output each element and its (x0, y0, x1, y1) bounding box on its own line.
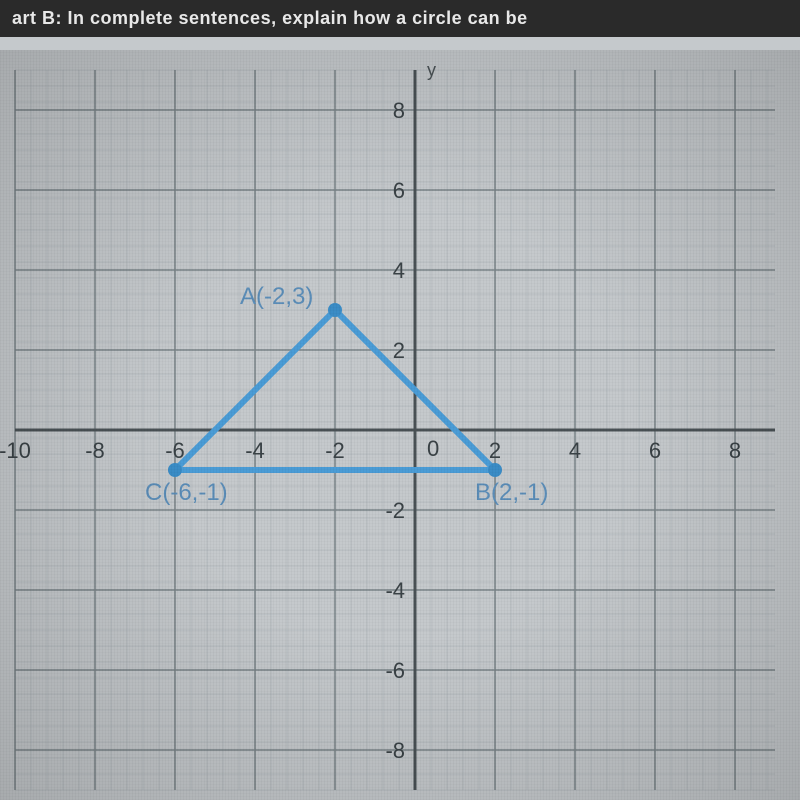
svg-text:-4: -4 (245, 438, 265, 463)
svg-text:4: 4 (569, 438, 581, 463)
svg-text:8: 8 (393, 98, 405, 123)
svg-text:6: 6 (393, 178, 405, 203)
header-text: art B: In complete sentences, explain ho… (12, 8, 528, 28)
svg-text:4: 4 (393, 258, 405, 283)
question-header: art B: In complete sentences, explain ho… (0, 0, 800, 37)
svg-text:-4: -4 (385, 578, 405, 603)
svg-text:-10: -10 (0, 438, 31, 463)
triangle: A(-2,3) B(2,-1) C(-6,-1) (145, 283, 548, 506)
svg-text:y: y (427, 60, 436, 80)
svg-text:2: 2 (489, 438, 501, 463)
svg-text:-2: -2 (325, 438, 345, 463)
svg-text:0: 0 (427, 436, 439, 461)
svg-text:A(-2,3): A(-2,3) (240, 283, 313, 310)
axis-labels: y (427, 60, 436, 80)
svg-text:C(-6,-1): C(-6,-1) (145, 479, 228, 506)
svg-text:-8: -8 (385, 738, 405, 763)
svg-text:-6: -6 (385, 658, 405, 683)
svg-text:-8: -8 (85, 438, 105, 463)
graph-svg: -10-8-6-4-22468-8-6-4-224680 A(-2,3)B(2,… (0, 50, 800, 800)
svg-text:2: 2 (393, 338, 405, 363)
svg-text:-2: -2 (385, 498, 405, 523)
coordinate-graph: -10-8-6-4-22468-8-6-4-224680 A(-2,3)B(2,… (0, 50, 800, 800)
svg-text:6: 6 (649, 438, 661, 463)
svg-text:8: 8 (729, 438, 741, 463)
svg-text:B(2,-1): B(2,-1) (475, 479, 548, 506)
